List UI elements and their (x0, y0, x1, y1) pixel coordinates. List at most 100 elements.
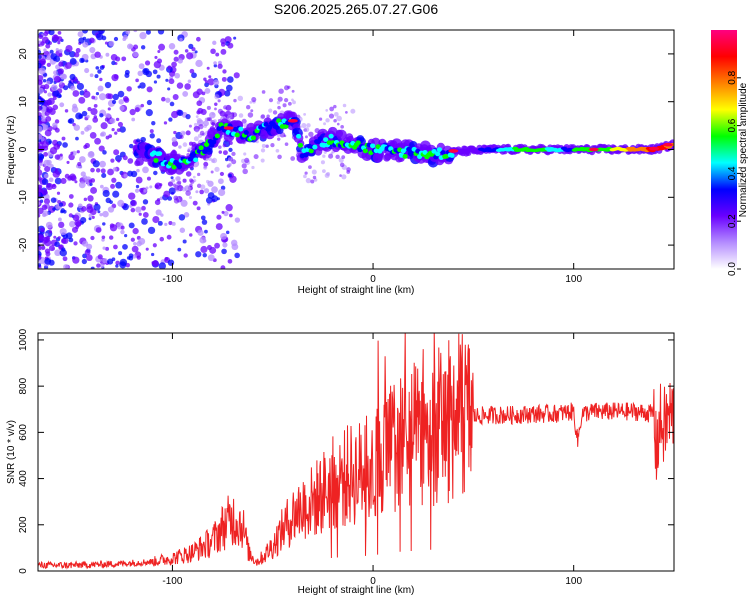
spectrogram-noise-cell (226, 114, 232, 120)
spectrogram-ridge-halo (205, 147, 213, 155)
spectrogram-noise-cell (110, 158, 115, 163)
spectrogram-ridge-cell (355, 140, 361, 146)
spectrogram-noise-cell (95, 92, 100, 96)
spectrogram-noise-cell (77, 203, 83, 209)
spectrogram-noise-cell (310, 179, 315, 184)
spectrogram-ridge-cell (274, 125, 280, 130)
spectrogram-noise-cell (153, 60, 162, 69)
spectrogram-noise-cell (90, 107, 98, 116)
spectrogram-noise-cell (124, 72, 130, 78)
spectrogram-noise-cell (120, 229, 125, 235)
spectrogram-noise-cell (88, 213, 93, 218)
spectrogram-noise-cell (45, 55, 51, 61)
spectrogram-noise-cell (140, 103, 145, 108)
spectrogram-noise-cell (95, 66, 100, 70)
spectrogram-noise-cell (113, 244, 118, 250)
spectrogram-noise-cell (290, 156, 296, 161)
spectrogram-noise-cell (222, 143, 227, 148)
spectrogram-noise-cell (204, 87, 211, 94)
spectrogram-noise-cell (146, 99, 153, 106)
snr-y-tick-label: 600 (18, 424, 29, 441)
spectrogram-noise-cell (57, 217, 62, 222)
spectrogram-noise-cell (128, 143, 134, 149)
spectrogram-noise-cell (152, 69, 158, 75)
spectrogram-noise-cell (228, 141, 233, 145)
spectrogram-x-tick-label: 100 (565, 274, 582, 285)
spectrogram-noise-cell (195, 115, 199, 118)
spectrogram-noise-cell (237, 95, 244, 102)
spectrogram-noise-cell (84, 126, 90, 132)
spectrogram-ridge-cell (234, 132, 240, 138)
spectrogram-noise-cell (99, 113, 104, 118)
spectrogram-noise-cell (213, 119, 217, 123)
spectrogram-ridge-cell (198, 145, 204, 151)
spectrogram-noise-cell (228, 147, 233, 153)
spectrogram-y-tick-label: -10 (18, 190, 29, 205)
snr-y-ticks: 0 200 400 600 800 1000 (18, 328, 674, 574)
spectrogram-noise-cell (206, 117, 211, 122)
spectrogram-noise-cell (336, 115, 342, 122)
spectrogram-noise-cell (72, 103, 78, 109)
spectrogram-noise-cell (341, 155, 346, 160)
spectrogram-noise-cell (212, 40, 217, 46)
spectrogram-noise-cell (54, 241, 60, 248)
spectrogram-noise-cell (90, 235, 95, 241)
spectrogram-noise-cell (173, 130, 177, 135)
spectrogram-noise-cell (76, 82, 84, 91)
spectrogram-noise-cell (52, 207, 56, 211)
spectrogram-noise-cell (184, 185, 191, 192)
spectrogram-noise-cell (224, 90, 231, 97)
spectrogram-noise-cell (156, 198, 161, 202)
spectrogram-noise-cell (52, 183, 56, 187)
spectrogram-noise-cell (203, 165, 208, 170)
spectrogram-noise-cell (282, 103, 287, 108)
spectrogram-noise-cell (91, 95, 96, 100)
spectrogram-noise-cell (208, 75, 212, 79)
spectrogram-ridge-cell (323, 137, 329, 142)
spectrogram-noise-cell (81, 258, 87, 265)
spectrogram-noise-cell (185, 171, 192, 177)
spectrogram-noise-cell (341, 174, 347, 180)
colorbar: 0.0 0.2 0.4 0.6 0.8 Normalized spectral ampl… (711, 30, 749, 276)
spectrogram-ridge-cell (400, 148, 406, 154)
spectrogram-y-axis-label: Frequency (Hz) (6, 116, 17, 185)
spectrogram-noise-cell (75, 136, 79, 141)
spectrogram-noise-cell (233, 72, 240, 79)
spectrogram-noise-cell (101, 235, 106, 240)
spectrogram-noise-cell (72, 256, 80, 264)
spectrogram-noise-cell (117, 159, 121, 163)
spectrogram-noise-cell (145, 109, 153, 117)
spectrogram-noise-cell (58, 48, 63, 54)
spectrogram-noise-cell (185, 190, 191, 196)
spectrogram-noise-cell (130, 237, 135, 242)
spectrogram-noise-cell (277, 105, 281, 110)
spectrogram-noise-cell (44, 165, 51, 173)
spectrogram-noise-cell (118, 99, 124, 105)
spectrogram-noise-cell (184, 83, 191, 90)
spectrogram-noise-cell (104, 81, 112, 89)
spectrogram-noise-cell (308, 165, 312, 169)
spectrogram-noise-cell (211, 157, 218, 164)
spectrogram-noise-cell (51, 34, 59, 42)
spectrogram-noise-cell (105, 52, 110, 57)
spectrogram-noise-cell (119, 105, 125, 111)
spectrogram-ridge-cell (193, 157, 199, 163)
spectrogram-y-tick-label: -20 (18, 237, 29, 252)
spectrogram-noise-cell (192, 200, 198, 206)
spectrogram-noise-cell (197, 229, 204, 236)
spectrogram-noise-cell (115, 56, 121, 62)
spectrogram-noise-cell (43, 198, 51, 205)
snr-frame (37, 332, 675, 572)
spectrogram-noise-cell (113, 36, 119, 42)
spectrogram-noise-cell (84, 142, 90, 149)
spectrogram-noise-cell (94, 137, 101, 145)
spectrogram-noise-cell (87, 195, 94, 202)
spectrogram-noise-cell (168, 78, 175, 85)
spectrogram-noise-cell (118, 251, 123, 256)
spectrogram-noise-cell (101, 172, 107, 179)
spectrogram-noise-cell (174, 72, 181, 79)
spectrogram-noise-cell (119, 258, 128, 267)
spectrogram-ridge-cell (303, 152, 309, 158)
spectrogram-noise-cell (213, 79, 220, 86)
spectrogram-noise-cell (157, 220, 163, 226)
